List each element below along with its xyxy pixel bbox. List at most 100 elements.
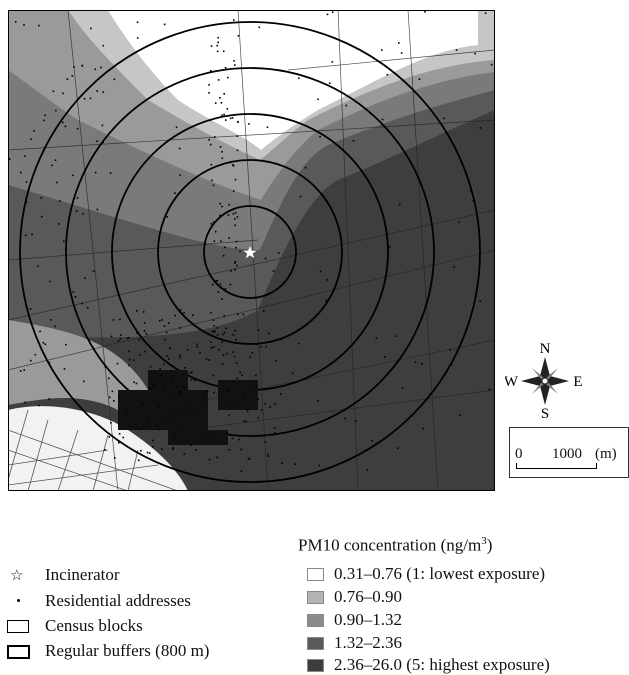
address-dot [37,265,39,267]
address-dot [225,119,227,121]
address-dot [267,455,270,458]
address-dot [223,315,226,317]
address-dot [192,314,194,316]
scale-start: 0 [515,446,523,462]
address-dot [54,325,56,328]
address-dot [234,218,236,220]
address-dot [219,97,221,99]
address-dot [179,327,181,329]
address-dot [96,140,98,142]
address-dot [40,196,43,199]
address-dot [113,400,115,402]
address-dot [213,240,216,242]
address-dot [48,398,50,400]
address-dot [108,396,111,399]
address-dot [52,90,55,93]
address-dot [83,98,86,100]
address-dot [243,395,245,398]
address-dot [212,374,215,377]
address-dot [280,393,282,395]
address-dot [76,127,79,130]
address-dot [212,184,215,187]
address-dot [222,354,225,356]
address-dot [31,233,33,236]
address-dot [206,390,209,393]
address-dot [216,456,218,459]
street-grid [8,409,179,491]
address-dot [149,386,151,389]
address-dot [184,367,186,369]
address-dot [459,414,461,416]
address-dot [75,210,78,212]
address-dot [189,372,191,374]
address-dot [168,358,170,360]
address-dot [136,21,139,24]
address-dot [84,277,86,280]
address-dot [155,425,158,427]
address-dot [242,313,245,316]
address-dot [240,470,243,472]
address-dot [248,123,250,125]
address-dot [101,124,104,127]
address-dot [233,19,235,21]
address-dot [172,448,174,450]
address-dot [181,428,183,430]
address-dot [44,343,47,346]
address-dot [331,61,334,63]
address-dot [158,406,161,408]
address-dot [243,420,245,422]
legend-swatch-2 [307,591,324,604]
address-dot [294,463,297,465]
address-dot [231,117,234,119]
address-dot [264,257,267,260]
address-dot [479,127,482,129]
address-dot [458,221,460,224]
address-dot [183,386,185,388]
address-dot [58,223,60,225]
address-dot [152,446,154,448]
address-dot [222,333,224,336]
address-dot [401,386,404,389]
address-dot [178,391,181,393]
legend-item-census: Census blocks [45,616,143,636]
address-dot [259,345,262,348]
address-dot [167,417,169,419]
address-dot [239,250,241,253]
address-dot [104,366,107,368]
address-dot [256,343,259,346]
address-dot [24,234,27,237]
address-dot [50,319,52,321]
residential-cluster [118,370,258,445]
address-dot [209,143,212,146]
address-dot [221,298,223,300]
address-dot [144,350,146,353]
address-dot [484,12,487,14]
address-dot [344,417,346,420]
address-dot [218,348,220,351]
address-dot [214,329,216,332]
address-dot [234,262,236,264]
address-dot [208,458,211,461]
address-dot [232,165,235,167]
address-dot [213,136,216,138]
address-dot [208,84,210,86]
address-dot [234,268,236,271]
address-dot [443,117,445,120]
address-dot [223,93,225,95]
address-dot [228,448,231,451]
address-dot [204,262,207,265]
address-dot [63,240,65,242]
rectangle-icon [7,620,29,633]
address-dot [224,246,226,249]
compass-west: W [505,374,519,390]
address-dot [38,24,40,27]
address-dot [237,313,239,316]
address-dot [221,157,224,160]
address-dot [191,409,193,412]
address-dot [194,379,196,382]
address-dot [113,78,116,81]
address-dot [225,327,227,330]
address-dot [43,119,45,122]
address-dot [163,363,165,366]
address-dot [54,159,57,161]
